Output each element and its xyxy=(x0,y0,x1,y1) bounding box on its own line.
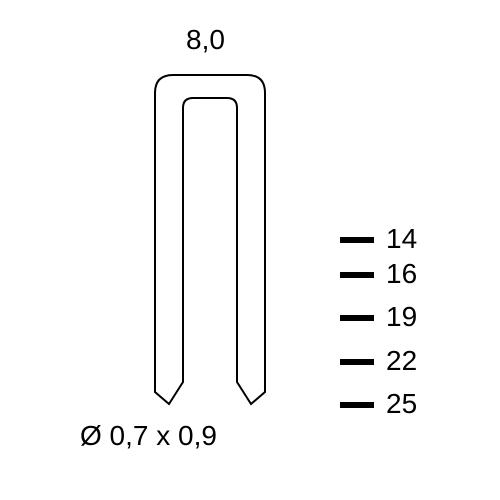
size-tick xyxy=(340,359,374,365)
diagram-canvas: 8,0 Ø 0,7 x 0,9 1416 19 22 25 xyxy=(0,0,500,500)
size-label: 14 xyxy=(386,223,417,255)
staple-shape xyxy=(0,0,500,500)
size-label: 25 xyxy=(386,388,417,420)
size-tick xyxy=(340,315,374,321)
size-tick xyxy=(340,402,374,408)
width-label: 8,0 xyxy=(186,24,225,56)
size-label: 16 xyxy=(386,258,417,290)
size-label: 19 xyxy=(386,301,417,333)
size-tick xyxy=(340,272,374,278)
wire-diameter-label: Ø 0,7 x 0,9 xyxy=(80,420,217,452)
size-tick xyxy=(340,237,374,243)
size-label: 22 xyxy=(386,345,417,377)
